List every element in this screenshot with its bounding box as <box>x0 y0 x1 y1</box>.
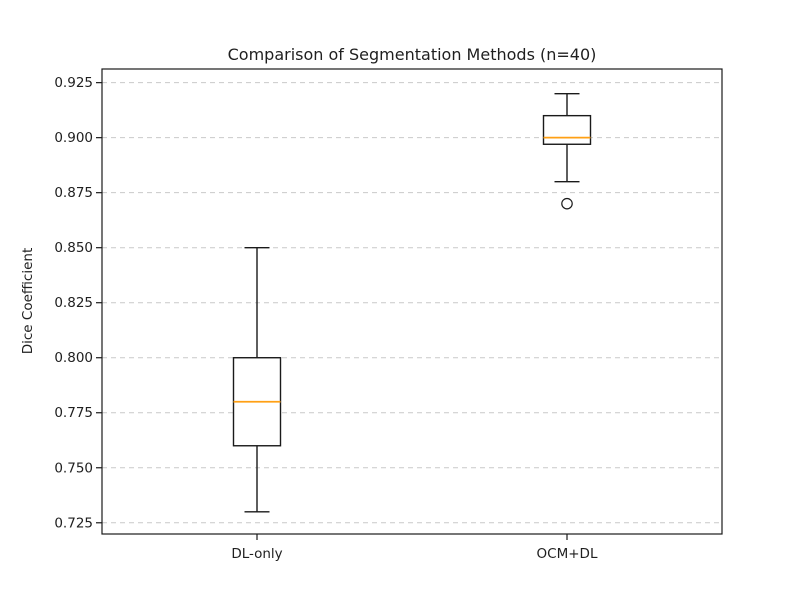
y-tick-label: 0.875 <box>54 185 93 201</box>
outlier-point <box>561 197 573 210</box>
y-tick-label: 0.750 <box>54 460 93 476</box>
y-tick-label: 0.850 <box>54 240 93 256</box>
y-tick-label: 0.800 <box>54 350 93 366</box>
chart-title: Comparison of Segmentation Methods (n=40… <box>227 45 597 64</box>
y-tick-label: 0.825 <box>54 295 93 311</box>
y-tick-label: 0.925 <box>54 75 93 91</box>
axis-frame <box>101 68 723 535</box>
box-OCM+DL <box>542 114 592 145</box>
y-tick-label: 0.900 <box>54 130 93 146</box>
x-tick-label: DL-only <box>231 546 282 562</box>
y-tick-label: 0.775 <box>54 405 93 421</box>
y-tick-label: 0.725 <box>54 515 93 531</box>
x-tick-label: OCM+DL <box>537 546 598 562</box>
